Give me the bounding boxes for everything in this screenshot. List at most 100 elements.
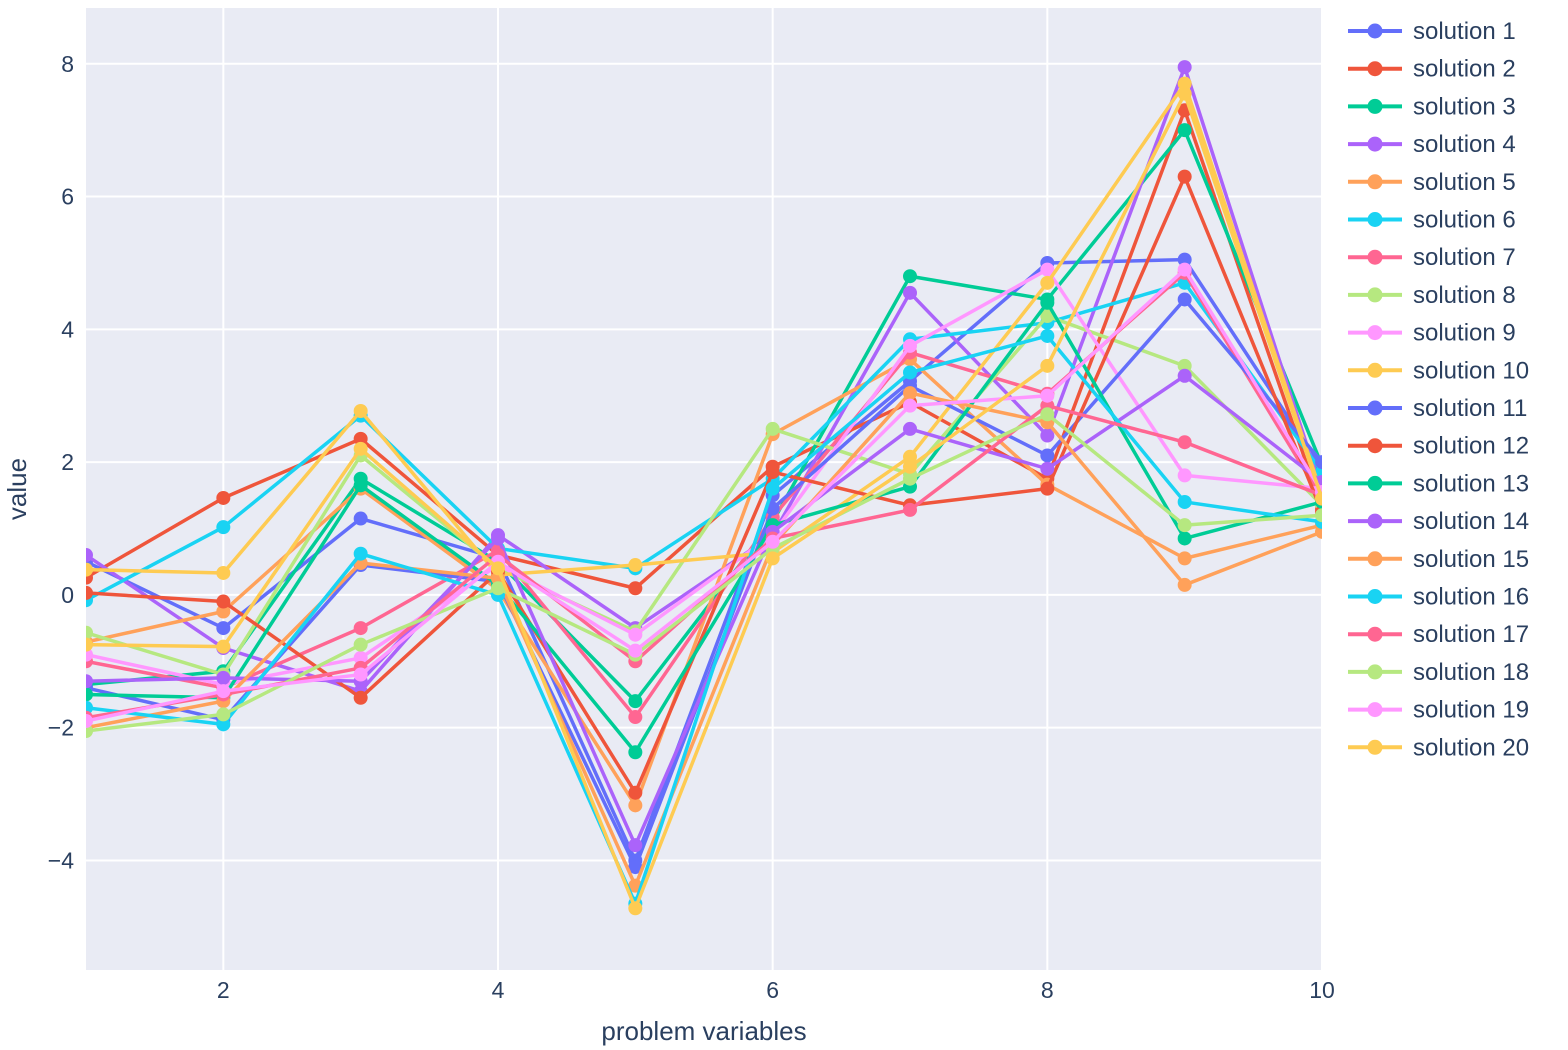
legend-label: solution 8	[1413, 282, 1516, 309]
legend-label: solution 6	[1413, 207, 1516, 234]
data-point-marker	[628, 901, 643, 916]
legend-item-solution-8[interactable]: solution 8	[1348, 282, 1516, 309]
data-point-marker	[1177, 76, 1192, 91]
data-point-marker	[628, 694, 643, 709]
data-point-marker	[353, 511, 368, 526]
y-axis-title: value	[2, 458, 32, 520]
data-point-marker	[1315, 508, 1322, 523]
data-point-marker	[353, 431, 368, 446]
legend-item-solution-19[interactable]: solution 19	[1348, 697, 1529, 724]
data-point-marker	[1177, 435, 1192, 450]
data-point-marker	[628, 785, 643, 800]
legend-label: solution 19	[1413, 697, 1529, 724]
data-point-marker	[1040, 262, 1055, 277]
legend-item-solution-20[interactable]: solution 20	[1348, 734, 1529, 761]
data-point-marker	[216, 621, 231, 636]
data-point-marker	[216, 490, 231, 505]
series-line	[86, 81, 1322, 577]
x-tick-label: 10	[1309, 977, 1335, 1003]
legend-item-solution-13[interactable]: solution 13	[1348, 470, 1529, 497]
legend-marker-icon	[1367, 212, 1383, 227]
data-point-marker	[903, 269, 917, 284]
legend-item-solution-11[interactable]: solution 11	[1348, 395, 1527, 422]
data-point-marker	[765, 481, 780, 496]
legend: solution 1 solution 2 solution 3 solution 4…	[1348, 18, 1529, 761]
legend-item-solution-15[interactable]: solution 15	[1348, 546, 1529, 573]
legend-item-solution-18[interactable]: solution 18	[1348, 659, 1529, 686]
data-point-marker	[216, 707, 231, 722]
legend-item-solution-4[interactable]: solution 4	[1348, 131, 1516, 158]
y-tick-label: 6	[61, 184, 74, 210]
data-point-marker	[1177, 577, 1192, 592]
legend-item-solution-3[interactable]: solution 3	[1348, 93, 1516, 120]
data-point-marker	[1177, 494, 1192, 509]
data-point-marker	[353, 546, 368, 561]
x-tick-label: 2	[217, 977, 230, 1003]
legend-item-solution-14[interactable]: solution 14	[1348, 508, 1529, 535]
legend-marker-icon	[1367, 287, 1383, 303]
data-point-marker	[1177, 252, 1192, 267]
legend-marker-icon	[1367, 400, 1383, 416]
legend-marker-icon	[1367, 23, 1383, 39]
legend-item-solution-12[interactable]: solution 12	[1348, 433, 1529, 460]
legend-item-solution-16[interactable]: solution 16	[1348, 584, 1529, 611]
x-axis-title: problem variables	[601, 1016, 806, 1046]
data-point-marker	[353, 690, 368, 705]
data-point-marker	[903, 449, 917, 464]
data-point-marker	[216, 604, 231, 619]
legend-item-solution-17[interactable]: solution 17	[1348, 621, 1529, 648]
data-point-marker	[765, 465, 780, 480]
x-tick-label: 6	[766, 977, 779, 1003]
data-point-marker	[491, 531, 505, 546]
legend-marker-icon	[1367, 551, 1383, 567]
data-point-marker	[903, 421, 917, 436]
data-point-marker	[216, 565, 231, 580]
legend-label: solution 5	[1413, 169, 1516, 196]
data-point-marker	[1040, 428, 1055, 443]
series-line	[86, 267, 1322, 723]
series-line	[86, 412, 1322, 733]
data-point-marker	[1177, 358, 1192, 373]
legend-item-solution-9[interactable]: solution 9	[1348, 320, 1516, 347]
legend-item-solution-5[interactable]: solution 5	[1348, 169, 1516, 196]
data-point-marker	[628, 798, 643, 813]
data-point-marker	[86, 562, 93, 577]
data-point-marker	[1040, 328, 1055, 343]
y-tick-label: 8	[61, 51, 74, 77]
data-point-marker	[628, 710, 643, 725]
legend-label: solution 16	[1413, 584, 1529, 611]
data-point-marker	[353, 621, 368, 636]
legend-item-solution-10[interactable]: solution 10	[1348, 357, 1529, 384]
legend-item-solution-2[interactable]: solution 2	[1348, 56, 1516, 83]
series-solution-20	[86, 86, 1322, 916]
data-point-marker	[1177, 531, 1192, 546]
plot-area	[86, 8, 1322, 970]
legend-marker-icon	[1367, 626, 1383, 642]
data-point-marker	[903, 398, 917, 413]
data-point-marker	[903, 285, 917, 300]
legend-label: solution 17	[1413, 621, 1529, 648]
x-tick-label: 8	[1041, 977, 1054, 1003]
data-point-marker	[903, 471, 917, 486]
legend-marker-icon	[1367, 136, 1383, 152]
series-line	[86, 334, 1322, 906]
y-tick-label: −4	[48, 847, 74, 873]
legend-item-solution-6[interactable]: solution 6	[1348, 207, 1516, 234]
legend-marker-icon	[1367, 249, 1383, 265]
legend-item-solution-1[interactable]: solution 1	[1348, 18, 1516, 45]
data-point-marker	[86, 714, 93, 729]
data-point-marker	[903, 502, 917, 517]
legend-marker-icon	[1367, 362, 1383, 378]
series-lines	[86, 60, 1322, 916]
series-solution-10	[86, 76, 1322, 582]
data-point-marker	[1177, 262, 1192, 277]
x-tick-label: 4	[492, 977, 505, 1003]
y-tick-label: −2	[48, 715, 74, 741]
legend-label: solution 7	[1413, 244, 1516, 271]
data-point-marker	[86, 674, 93, 689]
legend-label: solution 2	[1413, 56, 1516, 83]
data-point-marker	[628, 745, 643, 760]
data-point-marker	[491, 581, 505, 596]
legend-item-solution-7[interactable]: solution 7	[1348, 244, 1516, 271]
legend-label: solution 14	[1413, 508, 1529, 535]
